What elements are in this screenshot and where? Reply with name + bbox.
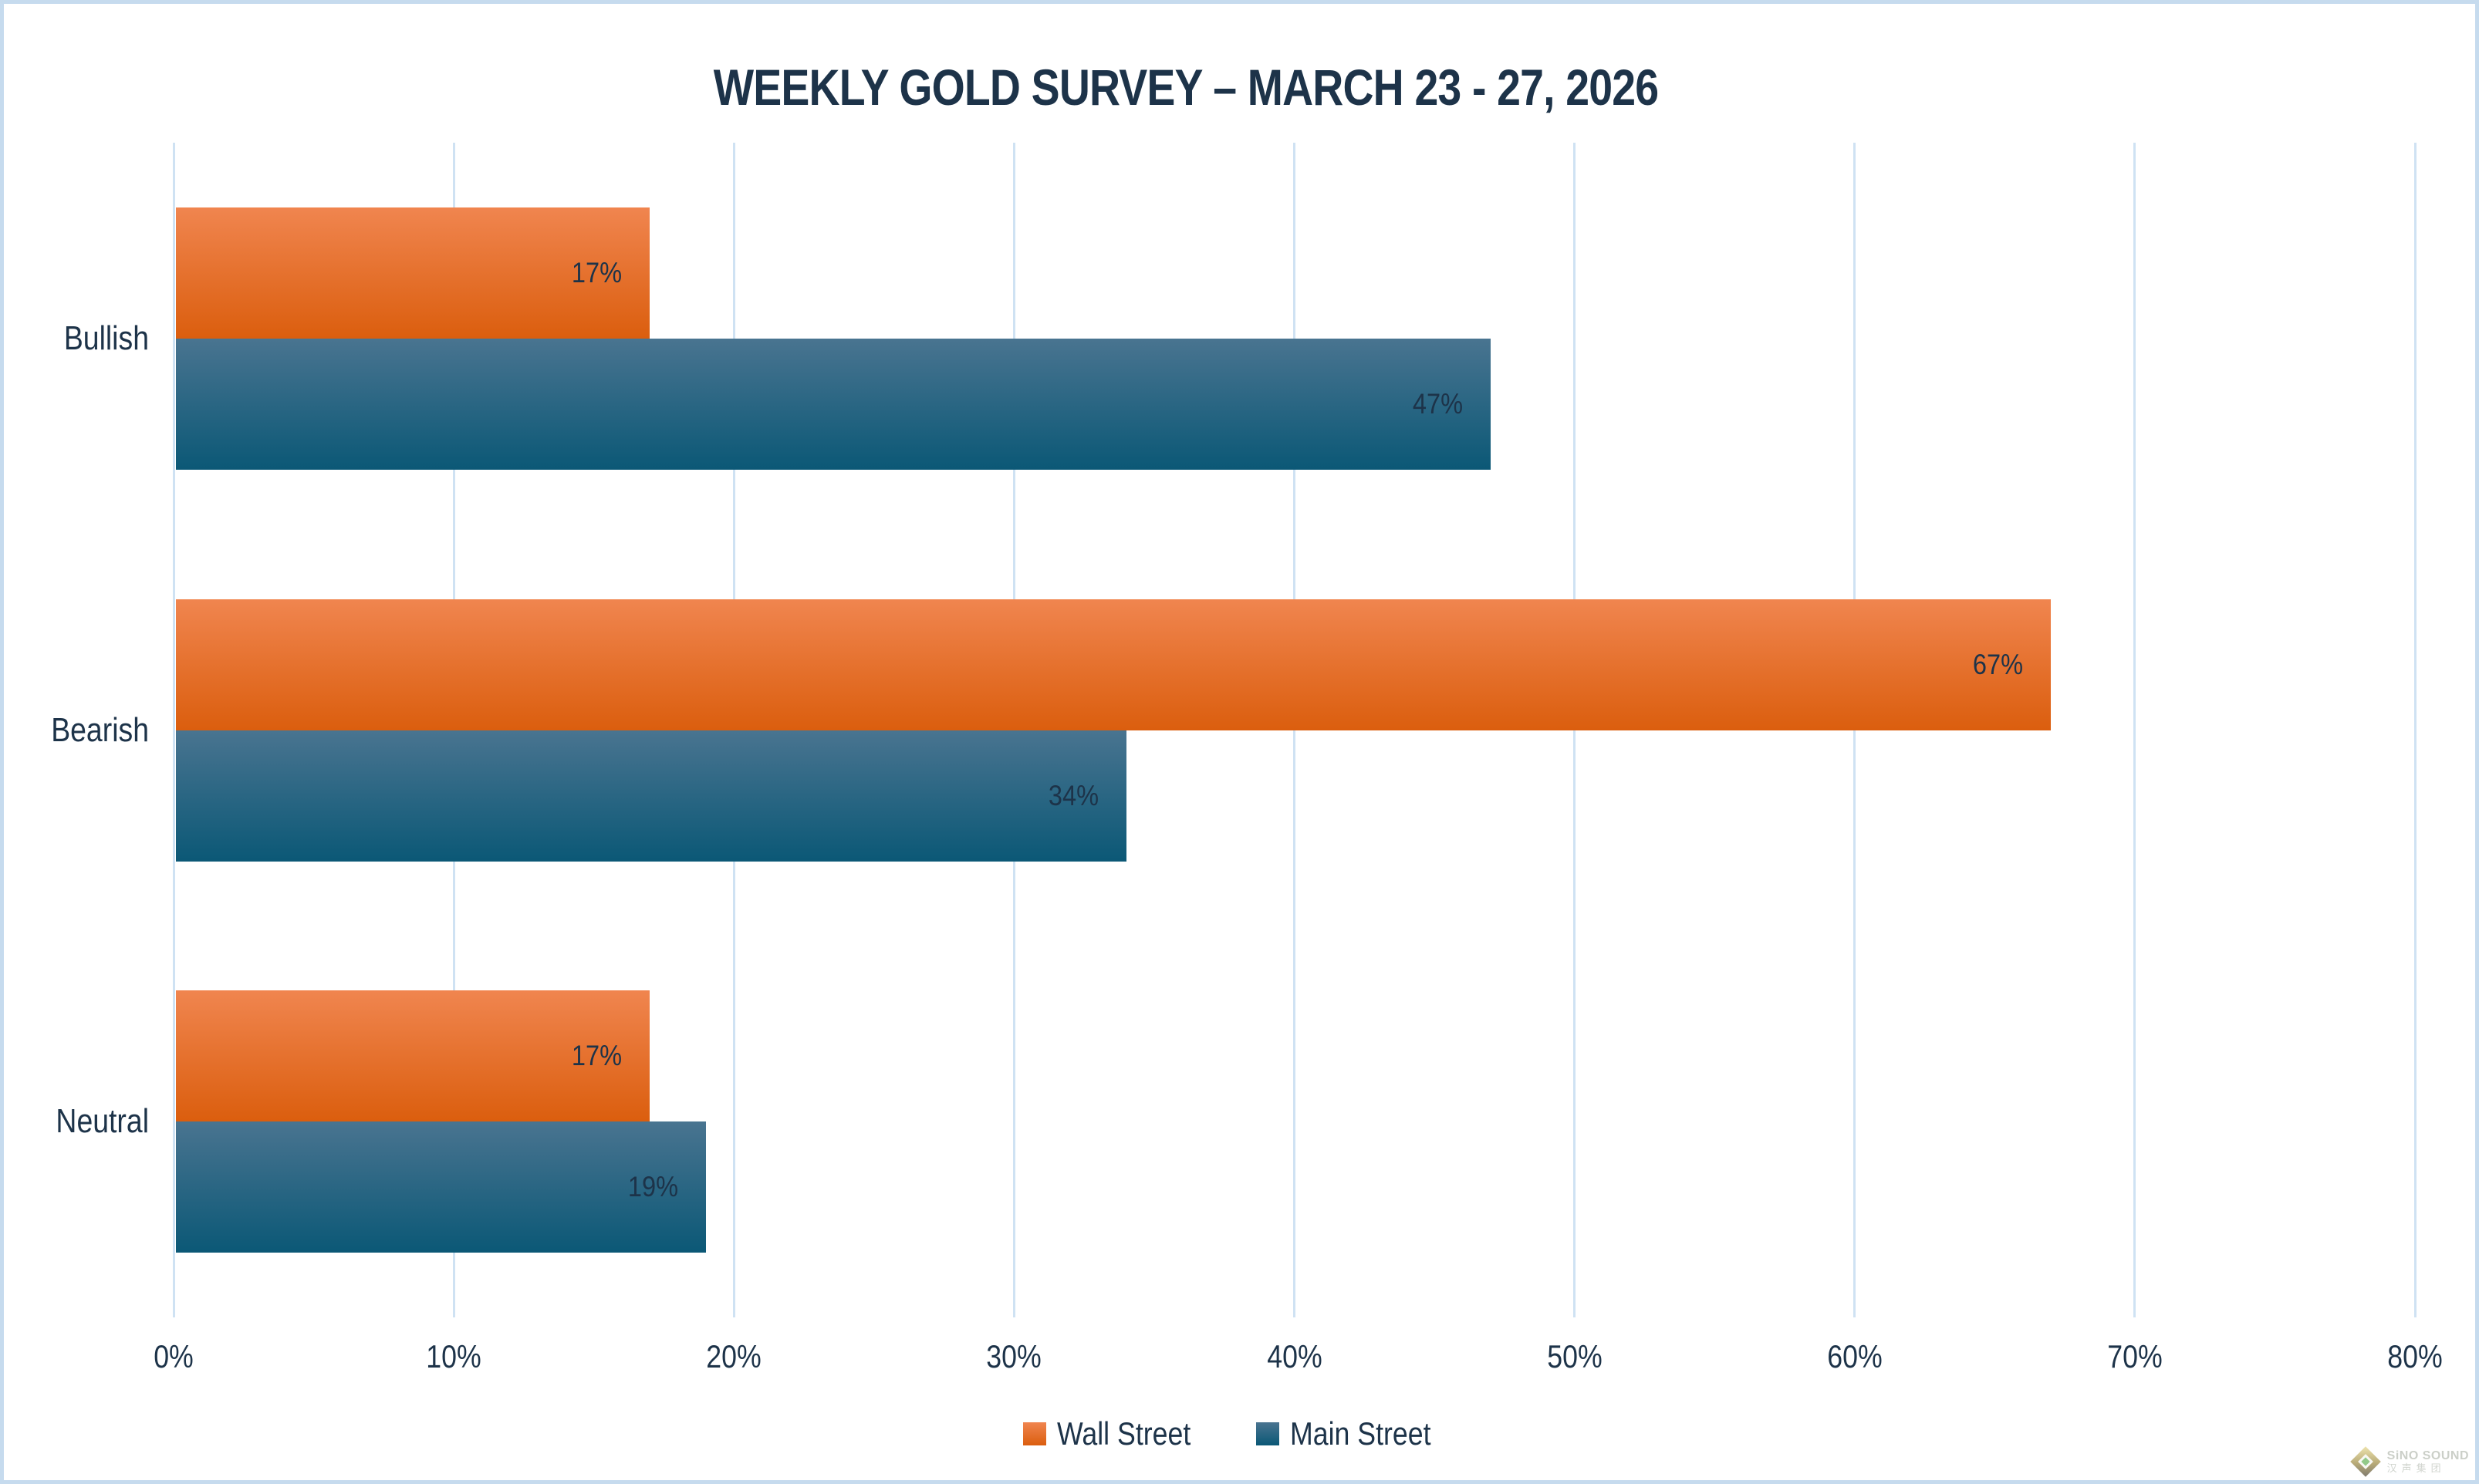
gridline-6 [1853,143,1856,1317]
x-axis-tick-7: 70% [2107,1338,2163,1374]
bar-wall-street-neutral [176,990,650,1122]
bar-label-main-street-bearish: 34% [1048,779,1099,811]
gridline-8 [2413,143,2417,1317]
chart-title: WEEKLY GOLD SURVEY – MARCH 23 - 27, 2026 [713,59,1659,116]
x-axis-tick-4: 40% [1266,1338,1322,1374]
bar-main-street-bearish [176,730,1126,862]
watermark-brand: SiNO SOUND [2386,1449,2469,1462]
legend-label-main-street: Main Street [1290,1415,1431,1452]
bar-label-wall-street-bearish: 67% [1972,648,2023,680]
category-label-bullish: Bullish [63,319,149,357]
category-label-neutral: Neutral [56,1102,149,1141]
bar-main-street-bullish [176,338,1491,470]
legend-label-wall-street: Wall Street [1057,1415,1191,1452]
gridline-5 [1573,143,1576,1317]
x-axis-tick-5: 50% [1546,1338,1603,1374]
legend: Wall Street Main Street [4,1411,2475,1457]
gridline-4 [1293,143,1295,1317]
sino-sound-logo-inner [2357,1454,2373,1469]
sino-sound-logo-icon [2349,1446,2381,1477]
bar-label-main-street-bullish: 47% [1412,387,1463,420]
gridline-7 [2133,143,2136,1317]
watermark: SiNO SOUND 汉声集团 [2349,1446,2469,1477]
bar-label-wall-street-bullish: 17% [572,256,623,288]
bar-wall-street-bullish [176,207,650,339]
sino-sound-logo-core [2360,1457,2370,1466]
watermark-brand-cn: 汉声集团 [2386,1462,2446,1474]
plot-area: 0% 10% 20% 30% 40% 50% 60% 70% 80% Bullish 17% 47% B… [4,4,2475,1480]
legend-item-main-street: Main Street [1256,1415,1456,1452]
x-axis-tick-1: 10% [426,1338,481,1374]
legend-item-wall-street: Wall Street [1023,1415,1214,1452]
x-axis-tick-3: 30% [986,1338,1042,1374]
x-axis-tick-6: 60% [1827,1338,1883,1374]
watermark-text: SiNO SOUND 汉声集团 [2386,1449,2469,1474]
x-axis-tick-8: 80% [2387,1338,2443,1374]
legend-swatch-wall-street [1023,1422,1047,1445]
bar-label-main-street-neutral: 19% [627,1171,678,1203]
x-axis-tick-2: 20% [706,1338,762,1374]
category-label-bearish: Bearish [51,710,149,749]
bar-wall-street-bearish [176,599,2051,730]
gridline-0 [172,143,175,1317]
x-axis-tick-0: 0% [154,1338,194,1374]
bar-main-street-neutral [176,1121,706,1253]
bar-label-wall-street-neutral: 17% [572,1040,623,1072]
legend-swatch-main-street [1256,1422,1280,1445]
